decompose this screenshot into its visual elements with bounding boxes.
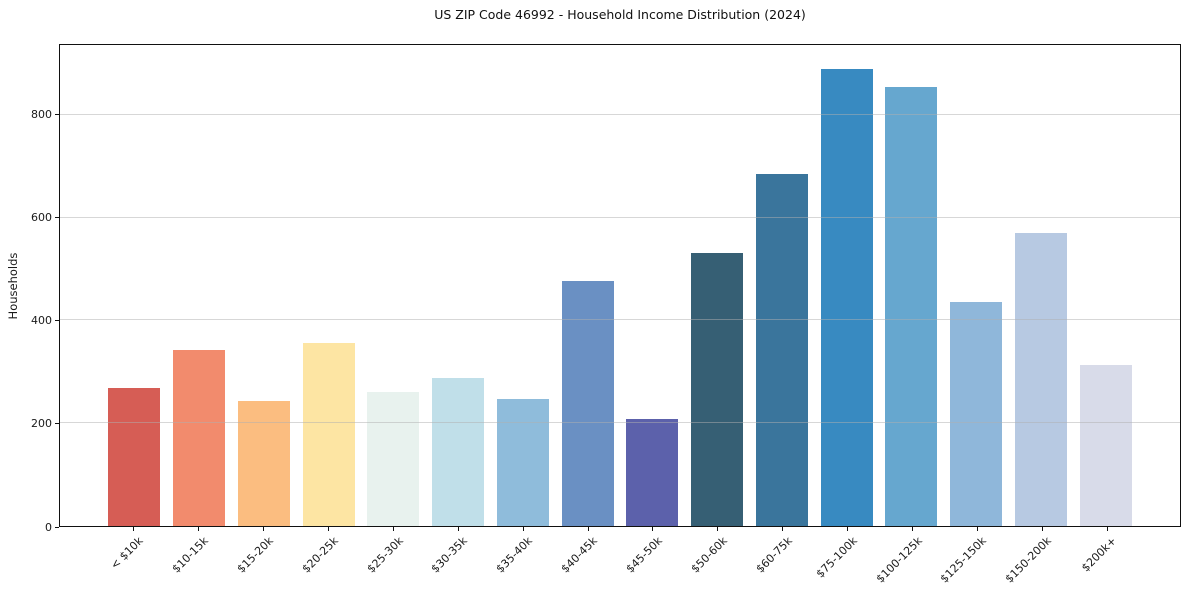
x-tick-label: $125-150k <box>938 534 990 586</box>
y-tick-mark <box>55 320 59 322</box>
bar-slot <box>1073 45 1138 526</box>
x-tick-label: $20-25k <box>299 534 341 576</box>
bar-slot <box>879 45 944 526</box>
x-tick-mark <box>652 527 654 531</box>
y-tick-mark <box>55 113 59 115</box>
bar-$30-35k <box>432 377 485 526</box>
x-tick-label: $30-35k <box>429 534 471 576</box>
bar-slot <box>555 45 620 526</box>
bar-$45-50k <box>626 418 679 526</box>
x-tick-label: $35-40k <box>493 534 536 576</box>
x-tick-label: $200k+ <box>1079 534 1120 575</box>
x-tick-label: $10-15k <box>169 534 211 576</box>
x-tick-label: $45-50k <box>623 534 665 576</box>
x-tick-label: $50-60k <box>688 534 730 576</box>
x-tick-mark <box>847 527 849 531</box>
bar-slot <box>167 45 232 526</box>
bar-slot <box>102 45 167 526</box>
bar-$100-125k <box>885 86 938 526</box>
bar-$40-45k <box>561 281 614 526</box>
bar-$20-25k <box>302 343 355 526</box>
x-tick-mark <box>328 527 330 531</box>
bar-$25-30k <box>367 391 420 526</box>
bar-slot <box>426 45 491 526</box>
y-tick-label: 0 <box>45 520 52 534</box>
bars-layer <box>60 45 1180 526</box>
bar-$200k+ <box>1079 365 1132 526</box>
x-tick-label: < $10k <box>108 534 146 572</box>
y-axis-label: Households <box>6 252 20 320</box>
chart-title: US ZIP Code 46992 - Household Income Dis… <box>434 7 806 22</box>
bar-slot <box>491 45 556 526</box>
bar-$125-150k <box>950 302 1003 526</box>
x-tick-label: $100-125k <box>873 534 925 586</box>
y-tick-mark <box>55 423 59 425</box>
x-tick-mark <box>1041 527 1043 531</box>
y-tick-label: 200 <box>31 417 52 431</box>
x-tick-mark <box>911 527 913 531</box>
bar-slot <box>944 45 1009 526</box>
x-tick-mark <box>133 527 135 531</box>
plot-area <box>59 44 1181 527</box>
x-tick-label: $150-200k <box>1003 534 1055 586</box>
x-tick-mark <box>782 527 784 531</box>
x-tick-mark <box>263 527 265 531</box>
y-tick-mark <box>55 526 59 528</box>
x-tick-mark <box>457 527 459 531</box>
bar-slot <box>296 45 361 526</box>
bar-< $10k <box>108 388 161 526</box>
bar-$15-20k <box>237 401 290 526</box>
bar-slot <box>620 45 685 526</box>
x-tick-mark <box>976 527 978 531</box>
x-tick-label: $40-45k <box>558 534 601 576</box>
bar-$150-200k <box>1014 232 1067 526</box>
y-tick-label: 800 <box>31 107 52 121</box>
x-tick-label: $60-75k <box>753 534 795 576</box>
bar-slot <box>814 45 879 526</box>
y-tick-mark <box>55 216 59 218</box>
bar-slot <box>232 45 297 526</box>
bar-slot <box>685 45 750 526</box>
bar-slot <box>361 45 426 526</box>
x-tick-mark <box>717 527 719 531</box>
bar-$50-60k <box>691 252 744 526</box>
x-tick-mark <box>1106 527 1108 531</box>
x-tick-label: $75-100k <box>813 534 860 581</box>
x-tick-mark <box>522 527 524 531</box>
x-tick-label: $15-20k <box>234 534 276 576</box>
x-tick-mark <box>392 527 394 531</box>
bar-slot <box>750 45 815 526</box>
y-tick-label: 400 <box>31 314 52 328</box>
x-tick-mark <box>587 527 589 531</box>
x-tick-label: $25-30k <box>364 534 406 576</box>
bar-$10-15k <box>173 350 226 526</box>
bar-slot <box>1009 45 1074 526</box>
y-tick-label: 600 <box>31 210 52 224</box>
bar-$75-100k <box>820 69 873 526</box>
x-tick-mark <box>198 527 200 531</box>
bar-$60-75k <box>755 174 808 526</box>
bar-$35-40k <box>496 398 549 526</box>
